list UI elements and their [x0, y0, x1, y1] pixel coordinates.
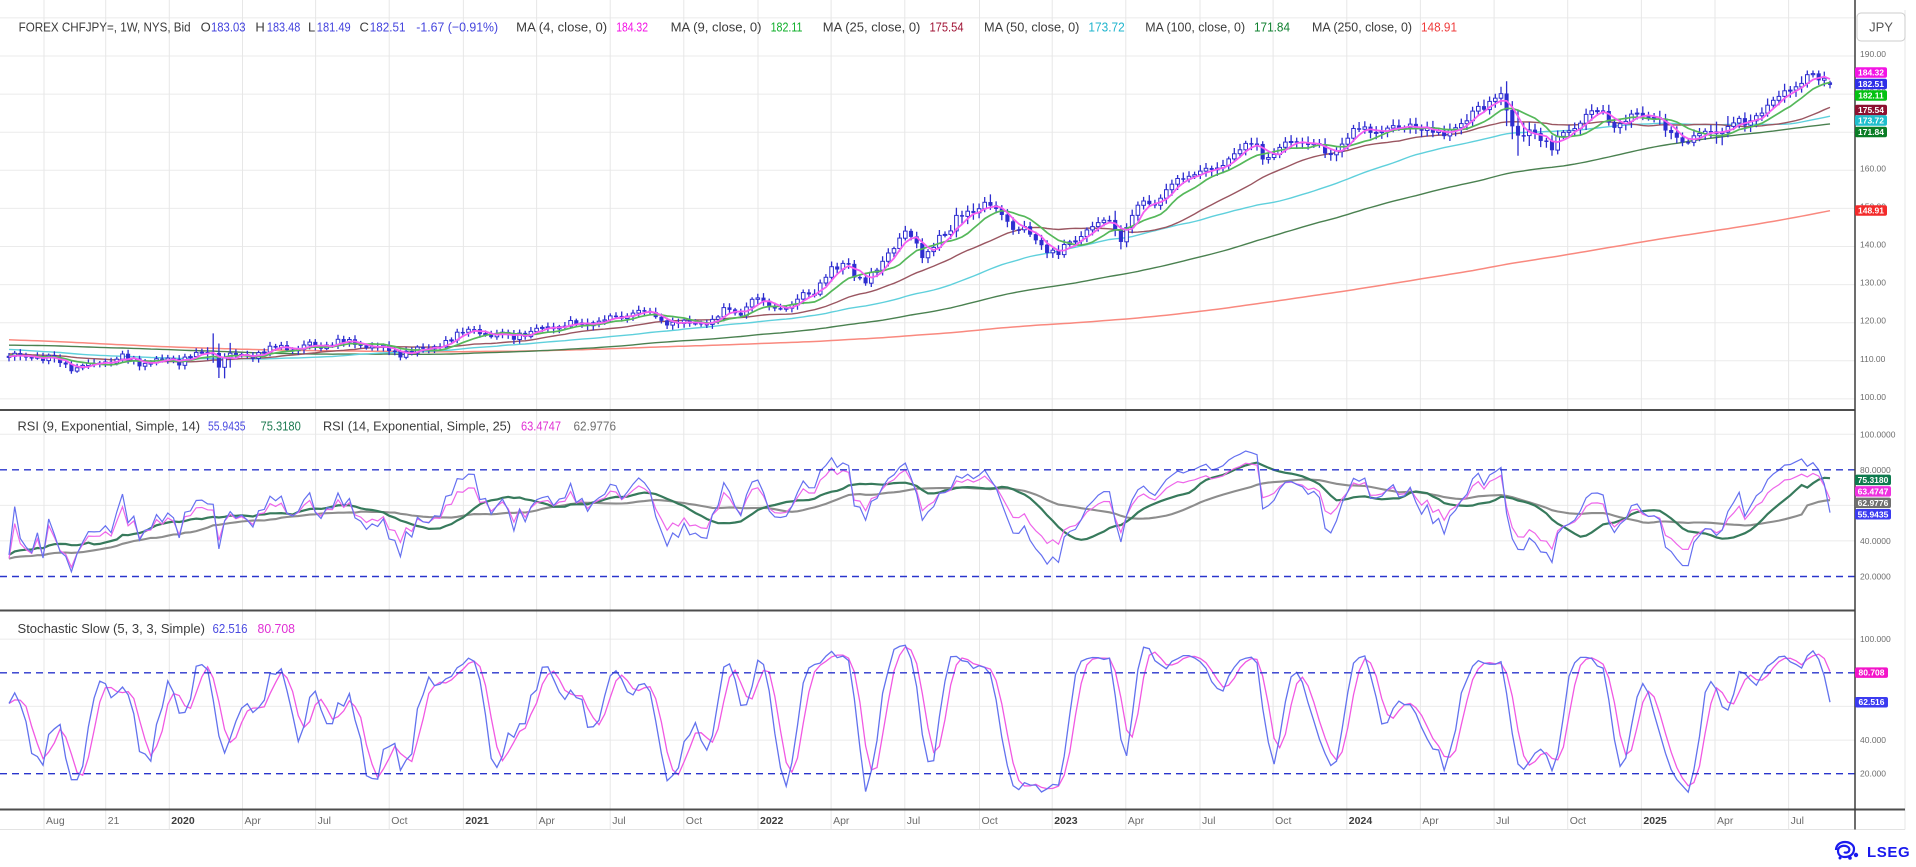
svg-text:RSI (14, Exponential, Simple,: RSI (14, Exponential, Simple, 25)	[323, 419, 511, 434]
svg-text:40.000: 40.000	[1860, 735, 1886, 745]
svg-text:Apr: Apr	[245, 815, 262, 827]
svg-text:171.84: 171.84	[1254, 20, 1290, 35]
svg-text:LSEG: LSEG	[1867, 844, 1910, 861]
svg-text:100.0000: 100.0000	[1860, 429, 1896, 439]
svg-text:Jul: Jul	[907, 815, 920, 827]
svg-text:184.32: 184.32	[1858, 67, 1884, 77]
svg-text:110.00: 110.00	[1860, 354, 1886, 364]
svg-text:Jul: Jul	[1496, 815, 1509, 827]
svg-text:184.32: 184.32	[616, 20, 648, 35]
svg-text:62.9776: 62.9776	[574, 419, 617, 434]
svg-text:2023: 2023	[1054, 815, 1078, 827]
svg-text:Oct: Oct	[982, 815, 998, 827]
svg-text:2022: 2022	[760, 815, 784, 827]
svg-text:80.708: 80.708	[258, 621, 296, 636]
svg-text:RSI (9, Exponential, Simple, 1: RSI (9, Exponential, Simple, 14)	[18, 419, 201, 434]
svg-text:H: H	[255, 20, 264, 35]
svg-text:140.00: 140.00	[1860, 240, 1886, 250]
svg-text:MA (4, close, 0): MA (4, close, 0)	[516, 20, 607, 35]
svg-text:175.54: 175.54	[930, 20, 964, 35]
svg-text:55.9435: 55.9435	[1858, 509, 1889, 519]
svg-text:55.9435: 55.9435	[208, 419, 246, 434]
svg-text:L: L	[308, 20, 315, 35]
svg-text:-1.67 (−0.91%): -1.67 (−0.91%)	[416, 20, 498, 35]
svg-text:Jul: Jul	[1202, 815, 1215, 827]
svg-text:Jul: Jul	[1791, 815, 1804, 827]
svg-text:2021: 2021	[465, 815, 489, 827]
svg-text:173.72: 173.72	[1858, 116, 1884, 126]
svg-text:Apr: Apr	[1422, 815, 1439, 827]
svg-text:183.03: 183.03	[211, 20, 246, 35]
svg-text:171.84: 171.84	[1858, 127, 1884, 137]
svg-text:MA (25, close, 0): MA (25, close, 0)	[823, 20, 921, 35]
svg-text:Aug: Aug	[46, 815, 65, 827]
svg-text:63.4747: 63.4747	[521, 419, 561, 434]
svg-text:Jul: Jul	[318, 815, 331, 827]
svg-text:MA (9, close, 0): MA (9, close, 0)	[671, 20, 762, 35]
svg-text:Apr: Apr	[1717, 815, 1734, 827]
svg-text:181.49: 181.49	[317, 20, 351, 35]
svg-text:148.91: 148.91	[1858, 206, 1884, 216]
svg-text:MA (250, close, 0): MA (250, close, 0)	[1312, 20, 1412, 35]
svg-text:130.00: 130.00	[1860, 278, 1886, 288]
svg-text:75.3180: 75.3180	[261, 419, 301, 434]
svg-text:Stochastic Slow (5, 3, 3, Simp: Stochastic Slow (5, 3, 3, Simple)	[18, 621, 206, 636]
svg-text:40.0000: 40.0000	[1860, 536, 1891, 546]
svg-text:148.91: 148.91	[1421, 20, 1457, 35]
svg-text:2020: 2020	[171, 815, 195, 827]
svg-text:75.3180: 75.3180	[1858, 475, 1889, 485]
svg-text:160.00: 160.00	[1860, 163, 1886, 173]
svg-text:182.11: 182.11	[1858, 90, 1884, 100]
svg-text:Oct: Oct	[1275, 815, 1291, 827]
svg-text:62.9776: 62.9776	[1858, 498, 1889, 508]
svg-text:190.00: 190.00	[1860, 49, 1886, 59]
svg-text:100.000: 100.000	[1860, 634, 1891, 644]
svg-text:MA (100, close, 0): MA (100, close, 0)	[1145, 20, 1245, 35]
svg-text:183.48: 183.48	[267, 20, 300, 35]
svg-text:MA (50, close, 0): MA (50, close, 0)	[984, 20, 1079, 35]
svg-text:Oct: Oct	[686, 815, 702, 827]
svg-text:C: C	[360, 20, 369, 35]
svg-text:Apr: Apr	[833, 815, 850, 827]
svg-text:80.708: 80.708	[1859, 668, 1885, 678]
svg-text:FOREX CHFJPY=, 1W, NYS, Bid: FOREX CHFJPY=, 1W, NYS, Bid	[19, 20, 191, 35]
svg-text:173.72: 173.72	[1088, 20, 1124, 35]
svg-text:175.54: 175.54	[1858, 105, 1884, 115]
svg-text:Oct: Oct	[1570, 815, 1586, 827]
svg-text:100.00: 100.00	[1860, 392, 1886, 402]
svg-text:62.516: 62.516	[1859, 697, 1885, 707]
svg-text:62.516: 62.516	[213, 621, 248, 636]
svg-text:80.0000: 80.0000	[1860, 465, 1891, 475]
svg-text:21: 21	[108, 815, 120, 827]
svg-text:182.51: 182.51	[370, 20, 406, 35]
svg-text:JPY: JPY	[1869, 20, 1893, 35]
svg-text:Oct: Oct	[391, 815, 407, 827]
svg-text:2025: 2025	[1643, 815, 1667, 827]
svg-text:182.11: 182.11	[771, 20, 803, 35]
svg-text:120.00: 120.00	[1860, 316, 1886, 326]
svg-text:2024: 2024	[1349, 815, 1373, 827]
svg-text:20.000: 20.000	[1860, 769, 1886, 779]
svg-text:O: O	[201, 20, 211, 35]
svg-text:Jul: Jul	[612, 815, 625, 827]
svg-text:63.4747: 63.4747	[1858, 486, 1889, 496]
svg-text:Apr: Apr	[539, 815, 556, 827]
svg-text:182.51: 182.51	[1858, 79, 1884, 89]
svg-text:Apr: Apr	[1128, 815, 1145, 827]
svg-text:20.0000: 20.0000	[1860, 572, 1891, 582]
